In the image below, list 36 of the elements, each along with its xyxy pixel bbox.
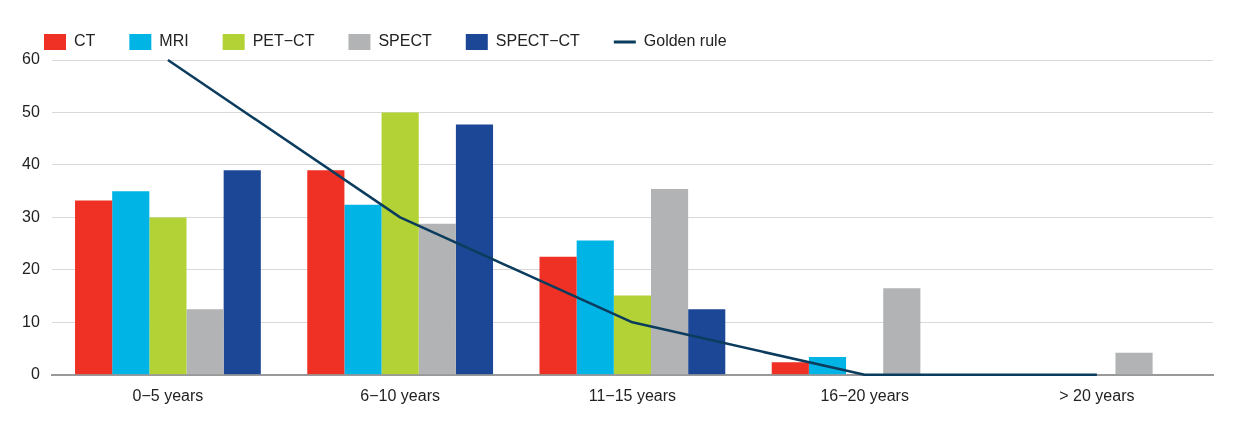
legend-label: PET−CT (252, 32, 315, 50)
y-tick-label: 30 (22, 207, 40, 225)
bar (883, 288, 921, 375)
y-tick-label: 50 (22, 102, 40, 120)
bar (688, 309, 726, 375)
bar (1115, 352, 1153, 375)
bar (418, 223, 456, 375)
bar (539, 256, 577, 375)
legend-label: CT (74, 32, 96, 50)
bar (75, 200, 113, 375)
bar (613, 295, 651, 375)
legend-label: SPECT (378, 32, 433, 50)
x-tick-label: 11−15 years (588, 386, 677, 404)
bar (307, 170, 345, 375)
bar (381, 112, 419, 375)
bar (344, 204, 382, 375)
bar (455, 124, 494, 375)
bar (149, 217, 187, 375)
x-tick-label: 6−10 years (360, 386, 440, 404)
y-tick-label: 40 (22, 155, 40, 173)
bar (112, 191, 150, 375)
y-tick-label: 10 (22, 312, 40, 330)
y-tick-label: 60 (22, 50, 40, 68)
bar (650, 189, 689, 375)
bar (186, 309, 224, 375)
bar (576, 240, 614, 375)
y-tick-label: 20 (22, 260, 40, 278)
bar (771, 362, 809, 375)
x-tick-label: > 20 years (1059, 386, 1135, 404)
x-tick-label: 0−5 years (132, 386, 204, 404)
legend-label: Golden rule (643, 32, 727, 50)
legend-label: MRI (159, 32, 189, 50)
x-tick-label: 16−20 years (820, 386, 909, 404)
bar (223, 170, 261, 375)
legend-label: SPECT−CT (495, 32, 581, 50)
y-tick-label: 0 (30, 365, 40, 383)
